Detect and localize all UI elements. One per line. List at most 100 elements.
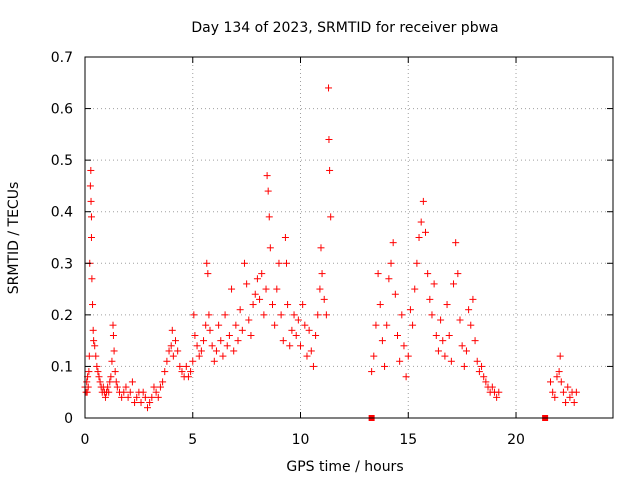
grid-lines — [85, 57, 613, 418]
data-point — [190, 311, 198, 319]
data-point — [232, 321, 240, 329]
data-point — [92, 352, 100, 360]
data-point — [182, 362, 190, 370]
data-point — [263, 172, 271, 180]
data-point — [564, 383, 572, 391]
data-point — [206, 326, 214, 334]
data-point — [143, 404, 151, 412]
data-point — [109, 331, 117, 339]
data-point — [89, 301, 97, 309]
data-point — [385, 275, 393, 283]
data-point — [256, 295, 264, 303]
data-point — [480, 373, 488, 381]
data-point — [230, 347, 238, 355]
data-point — [478, 362, 486, 370]
data-point — [87, 197, 95, 205]
data-point — [570, 399, 578, 407]
data-point — [174, 347, 182, 355]
data-point — [219, 352, 227, 360]
data-point — [396, 357, 404, 365]
data-point — [374, 270, 382, 278]
data-point — [96, 378, 104, 386]
y-tick-label: 0.2 — [51, 308, 73, 324]
data-point — [493, 393, 501, 401]
data-point — [87, 213, 95, 221]
data-point — [432, 331, 440, 339]
data-point — [378, 337, 386, 345]
data-point — [131, 399, 139, 407]
data-point — [413, 259, 421, 267]
x-tick-label: 10 — [292, 432, 310, 448]
data-point — [469, 295, 477, 303]
data-point — [228, 285, 236, 293]
x-tick-label: 20 — [507, 432, 525, 448]
data-point — [172, 337, 180, 345]
y-axis-title: SRMTID / TECUs — [6, 182, 22, 295]
data-point — [376, 301, 384, 309]
data-point — [108, 357, 116, 365]
data-point — [443, 301, 451, 309]
data-point — [372, 321, 380, 329]
data-point — [133, 393, 141, 401]
data-point — [146, 399, 154, 407]
data-point — [215, 321, 223, 329]
data-point — [93, 362, 101, 370]
data-point — [309, 362, 317, 370]
data-point — [200, 337, 208, 345]
data-point — [454, 270, 462, 278]
data-point — [104, 383, 112, 391]
data-point — [389, 239, 397, 247]
data-point — [275, 259, 283, 267]
data-point — [437, 316, 445, 324]
data-point — [383, 321, 391, 329]
data-point — [566, 393, 574, 401]
data-point — [450, 280, 458, 288]
data-point — [297, 342, 305, 350]
data-point — [120, 388, 128, 396]
data-point — [551, 393, 559, 401]
data-point — [154, 393, 162, 401]
data-point — [202, 321, 210, 329]
data-point — [122, 383, 130, 391]
data-point — [236, 306, 244, 314]
y-tick-label: 0.4 — [51, 205, 73, 221]
data-point — [326, 166, 334, 174]
data-point — [288, 326, 296, 334]
data-point — [317, 244, 325, 252]
data-point — [247, 331, 255, 339]
data-point — [422, 228, 430, 236]
data-point — [441, 352, 449, 360]
data-point — [225, 331, 233, 339]
data-point — [148, 393, 156, 401]
data-point — [128, 378, 136, 386]
data-point — [111, 368, 119, 376]
data-point — [217, 337, 225, 345]
data-point — [197, 347, 205, 355]
data-point — [268, 301, 276, 309]
data-point — [322, 311, 330, 319]
data-point — [406, 306, 414, 314]
data-point — [126, 388, 134, 396]
data-point — [277, 311, 285, 319]
data-point — [150, 383, 158, 391]
data-point — [204, 270, 212, 278]
data-point — [176, 362, 184, 370]
data-point — [312, 331, 320, 339]
y-tick-label: 0.1 — [51, 359, 73, 375]
data-point — [245, 316, 253, 324]
data-point — [460, 362, 468, 370]
data-point — [223, 342, 231, 350]
data-point — [203, 259, 211, 267]
data-point — [161, 368, 169, 376]
data-point — [462, 347, 470, 355]
data-point — [105, 388, 113, 396]
data-point — [279, 337, 287, 345]
data-point — [113, 383, 121, 391]
data-point — [387, 259, 395, 267]
x-tick-label: 0 — [81, 432, 90, 448]
data-point — [184, 373, 192, 381]
data-point — [141, 393, 149, 401]
data-point — [90, 337, 98, 345]
y-tick-label: 0.3 — [51, 256, 73, 272]
